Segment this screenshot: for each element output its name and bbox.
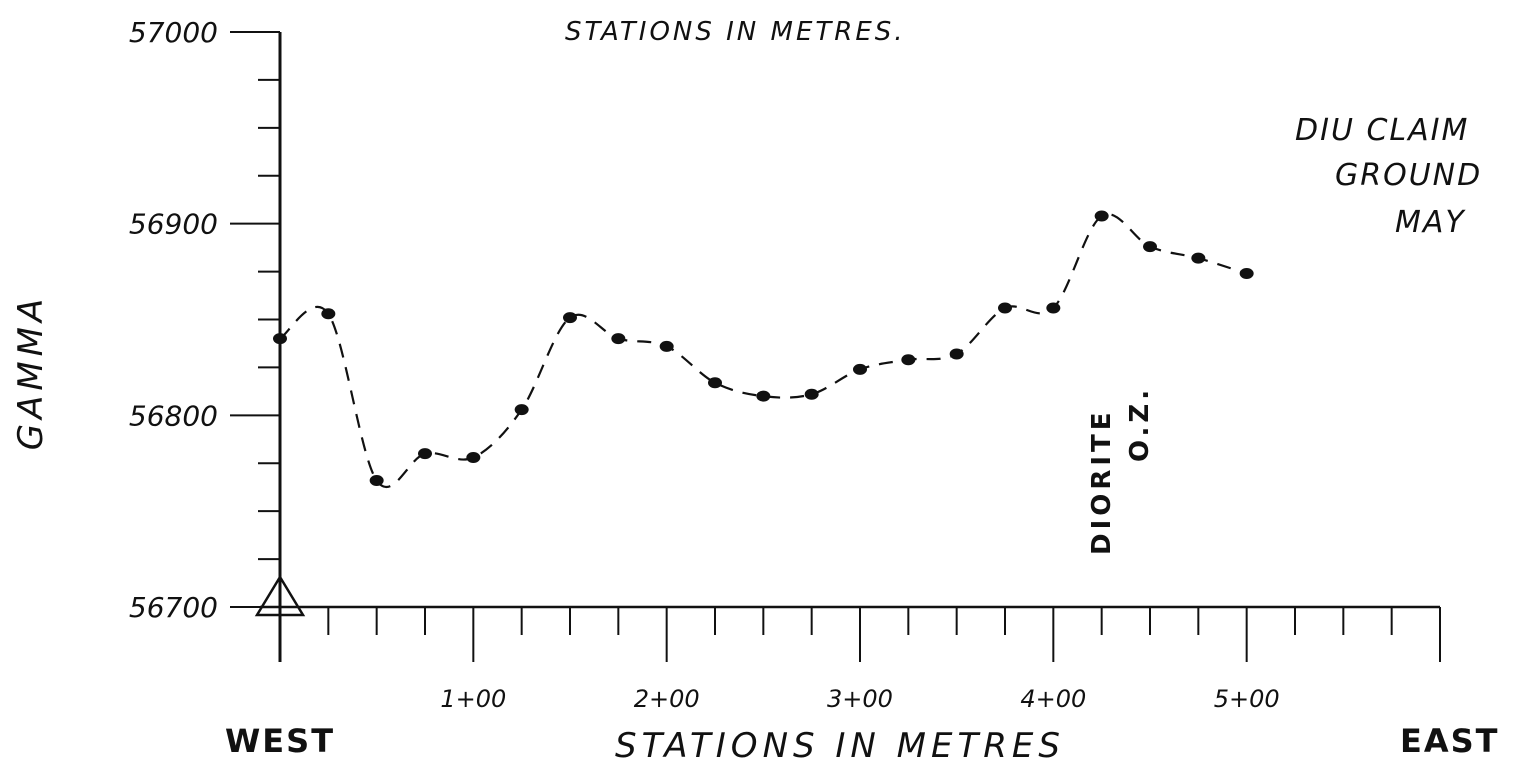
data-points xyxy=(273,210,1254,486)
oz-annotation: O.Z. xyxy=(1125,386,1155,462)
west-label: WEST xyxy=(225,722,335,760)
profile-line xyxy=(279,213,1248,489)
data-point xyxy=(1239,268,1254,279)
claim-note-line-3: MAY xyxy=(1395,205,1466,240)
data-point xyxy=(369,475,384,486)
x-tick-label: 2+00 xyxy=(634,685,700,713)
data-point xyxy=(321,308,336,320)
chart-title: STATIONS IN METRES. xyxy=(565,17,906,47)
x-tick-label: 1+00 xyxy=(440,685,506,713)
profile-path xyxy=(279,213,1248,489)
data-point xyxy=(804,388,819,400)
y-axis-label: GAMMA xyxy=(11,294,51,451)
data-point xyxy=(901,354,916,366)
data-point xyxy=(514,404,529,416)
base-station-icon xyxy=(254,574,306,617)
claim-note-line-2: GROUND xyxy=(1335,158,1482,193)
claim-note-line-1: DIU CLAIM xyxy=(1295,113,1469,148)
data-point xyxy=(708,377,722,389)
east-label: EAST xyxy=(1400,722,1500,760)
data-point xyxy=(273,333,287,345)
diorite-annotation: DIORITE xyxy=(1087,408,1117,555)
data-point xyxy=(418,448,432,460)
data-point xyxy=(611,333,626,345)
y-tick-label: 57000 xyxy=(129,16,218,49)
y-tick-label: 56700 xyxy=(129,591,218,624)
x-tick-label: 3+00 xyxy=(827,685,893,713)
data-point xyxy=(949,348,964,360)
data-point xyxy=(1143,241,1157,253)
y-tick-label: 56800 xyxy=(129,399,218,432)
data-point xyxy=(659,340,674,352)
data-point xyxy=(563,312,577,324)
data-point xyxy=(998,302,1012,314)
y-tick-label: 56900 xyxy=(129,208,218,241)
data-point xyxy=(853,363,867,375)
data-point xyxy=(1191,252,1206,264)
x-tick-label: 5+00 xyxy=(1214,685,1280,713)
x-tick-label: 4+00 xyxy=(1020,685,1086,713)
data-point xyxy=(756,390,771,402)
data-point xyxy=(1046,302,1061,314)
x-axis-label: STATIONS IN METRES xyxy=(615,726,1065,766)
data-point xyxy=(466,452,481,463)
axes: 57000 56900 56800 56700 1+00 2+00 3+00 4+00 5+00 xyxy=(129,16,1441,713)
data-point xyxy=(1094,210,1109,222)
